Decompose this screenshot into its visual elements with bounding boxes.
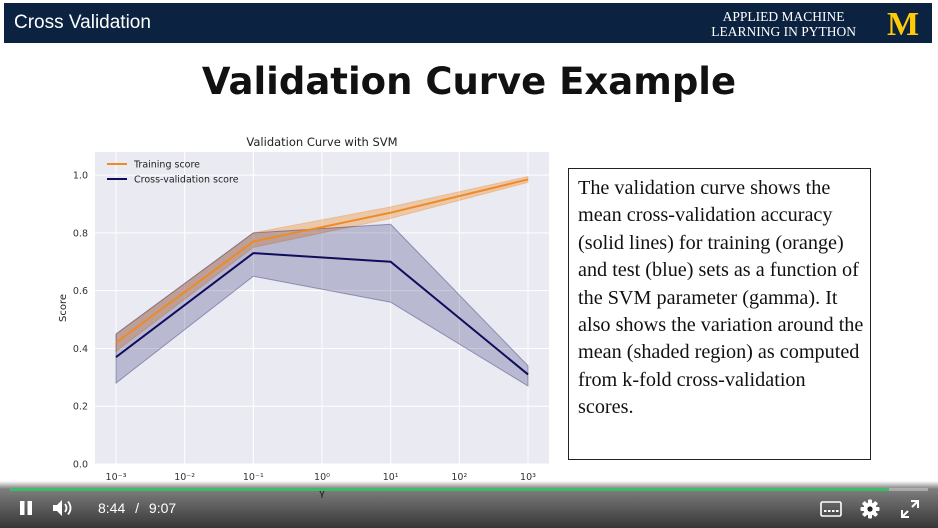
x-tick-label: 10¹ [383, 472, 399, 483]
legend-label: Cross-validation score [134, 175, 239, 186]
x-tick-label: 10³ [520, 472, 536, 483]
x-tick-label: 10² [451, 472, 467, 483]
brand-line-1: APPLIED MACHINE [722, 9, 845, 24]
progress-bar[interactable] [10, 488, 928, 491]
slide-title: Validation Curve Example [201, 60, 737, 103]
cv-score-line [115, 252, 529, 376]
validation-curve-chart: 0.0 0.2 0.4 0.6 0.8 1.0 10⁻³ 10⁻² 10⁻¹ 10⁰ 10¹ 10²… [58, 135, 549, 499]
training-score-line [115, 178, 529, 344]
y-tick-label: 0.2 [73, 402, 88, 413]
x-tick-label: 10⁻³ [106, 472, 127, 483]
volume-icon[interactable] [52, 499, 74, 517]
course-header-bar: Cross Validation APPLIED MACHINE LEARNIN… [4, 3, 932, 43]
score-lines [115, 178, 529, 376]
chart-title: Validation Curve with SVM [246, 135, 397, 149]
settings-gear-icon[interactable] [860, 499, 880, 519]
x-tick-labels: 10⁻³ 10⁻² 10⁻¹ 10⁰ 10¹ 10² 10³ [106, 472, 537, 483]
progress-bar-fill [10, 488, 890, 491]
x-tick-label: 10⁻² [174, 472, 195, 483]
chart-legend: Training score Cross-validation score [107, 160, 239, 186]
y-tick-label: 1.0 [73, 171, 88, 182]
current-time: 8:44 [98, 500, 126, 516]
y-tick-label: 0.8 [73, 228, 88, 239]
y-tick-labels: 0.0 0.2 0.4 0.6 0.8 1.0 [73, 171, 88, 471]
legend-label: Training score [133, 160, 200, 171]
pause-icon[interactable] [18, 500, 34, 516]
y-axis-label: Score [58, 294, 69, 322]
grid-lines [95, 152, 549, 465]
logo-letter: M [887, 8, 919, 38]
x-tick-label: 10⁰ [314, 472, 330, 483]
explanation-callout: The validation curve shows the mean cros… [568, 168, 871, 460]
score-bands [115, 175, 529, 387]
y-tick-label: 0.6 [73, 286, 88, 297]
section-title: Cross Validation [14, 12, 151, 33]
x-tick-label: 10⁻¹ [243, 472, 264, 483]
captions-icon[interactable] [820, 501, 842, 517]
y-tick-label: 0.4 [73, 344, 88, 355]
time-separator: / [135, 500, 140, 516]
university-logo: M [887, 8, 919, 38]
cv-score-band [115, 223, 529, 387]
playback-time: 8:44 / 9:07 [98, 500, 176, 516]
brand-line-2: LEARNING IN PYTHON [711, 24, 856, 39]
y-tick-label: 0.0 [73, 460, 88, 471]
training-score-band [115, 175, 529, 353]
course-brand: APPLIED MACHINE LEARNING IN PYTHON [711, 9, 856, 39]
fullscreen-icon[interactable] [900, 499, 920, 519]
duration: 9:07 [148, 500, 177, 516]
